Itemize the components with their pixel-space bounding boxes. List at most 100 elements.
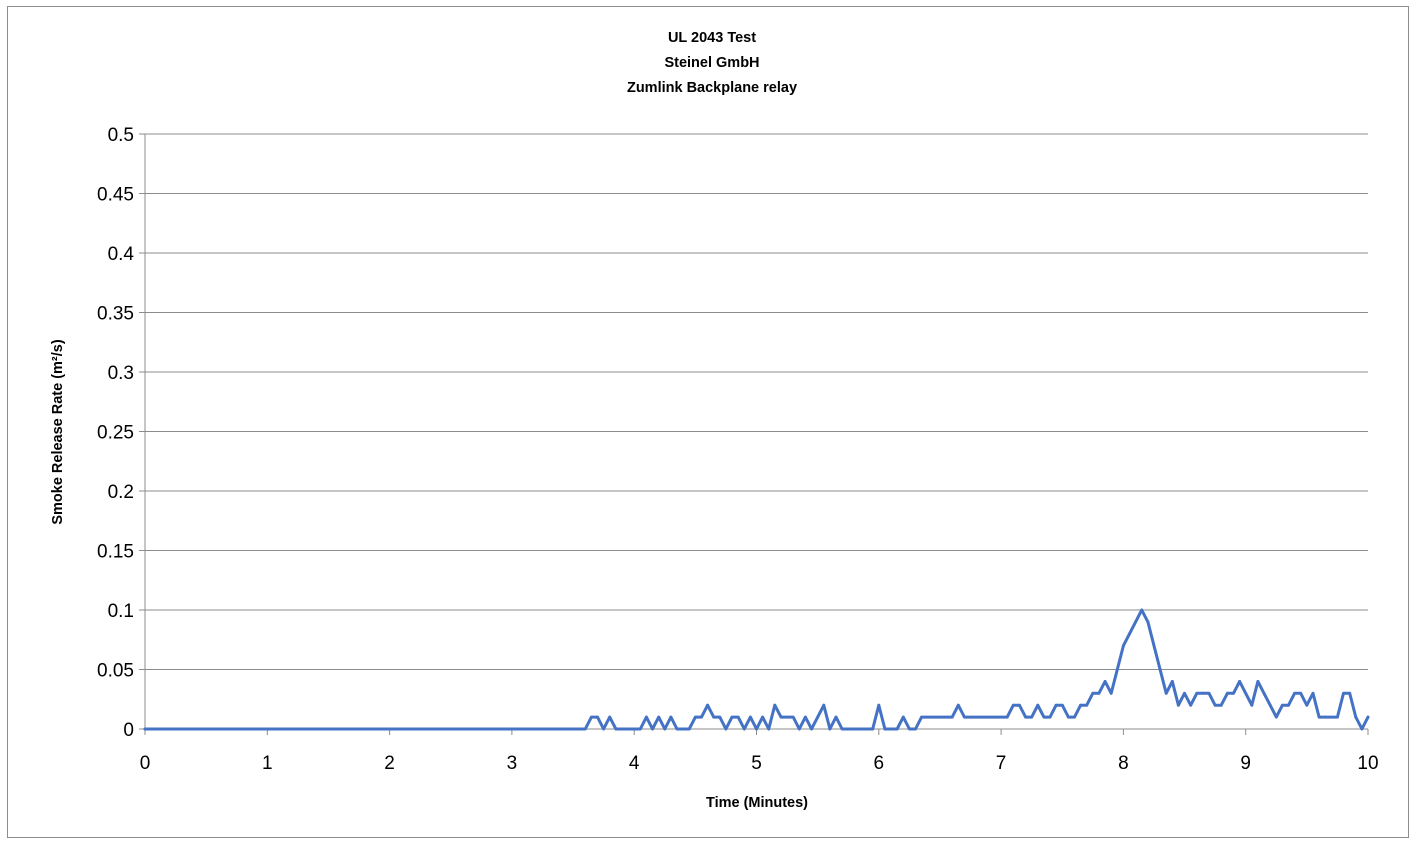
data-point: [638, 727, 642, 731]
data-point: [1073, 715, 1076, 719]
data-point: [1036, 703, 1040, 707]
x-tick-label: 6: [874, 753, 885, 774]
data-point: [693, 715, 697, 719]
data-point: [700, 715, 703, 719]
data-point: [779, 715, 783, 719]
data-point: [1342, 691, 1345, 695]
data-point: [871, 727, 875, 731]
data-point: [1115, 668, 1119, 671]
x-tick-label: 10: [1357, 753, 1378, 774]
x-tick-label: 3: [507, 753, 518, 774]
data-point: [602, 727, 606, 731]
data-point: [1048, 715, 1052, 719]
data-point: [804, 715, 807, 719]
x-tick-label: 9: [1240, 753, 1251, 774]
data-point: [1323, 715, 1327, 719]
axes: [139, 133, 1369, 735]
data-point: [1005, 715, 1009, 719]
data-point: [834, 715, 838, 719]
data-point: [1244, 691, 1248, 695]
x-tick-label: 8: [1118, 753, 1129, 774]
data-point: [1109, 691, 1113, 695]
data-point: [1042, 715, 1046, 719]
data-point: [608, 715, 612, 719]
data-point: [1066, 715, 1070, 719]
data-point: [1287, 703, 1290, 707]
data-point: [1170, 680, 1174, 683]
y-tick-label: 0.4: [108, 244, 135, 265]
data-point: [950, 715, 954, 719]
data-point: [761, 715, 765, 719]
data-point: [748, 715, 752, 719]
chart-title-line-1: UL 2043 Test: [668, 30, 756, 46]
x-tick-label: 4: [629, 753, 640, 774]
x-tick-labels: 0 1 2 3 4 5 6 7 8 9 10: [140, 753, 1379, 774]
data-point: [828, 727, 832, 731]
data-point: [1280, 703, 1284, 707]
data-point: [1122, 644, 1125, 648]
chart-title-line-3: Zumlink Backplane relay: [627, 80, 797, 96]
y-tick-label: 0.3: [108, 363, 134, 384]
data-point: [1177, 703, 1180, 707]
data-point: [767, 727, 771, 731]
data-point: [1103, 680, 1107, 683]
data-point: [1219, 703, 1223, 707]
data-point: [663, 727, 667, 731]
data-point: [657, 715, 661, 719]
x-axis-label: Time (Minutes): [706, 795, 808, 811]
data-point: [1079, 703, 1082, 707]
data-point: [1207, 691, 1211, 695]
data-point: [797, 727, 801, 731]
data-point: [1238, 680, 1241, 683]
data-point: [706, 703, 709, 707]
data-point: [1018, 703, 1021, 707]
data-point: [1060, 703, 1064, 707]
data-point: [1299, 691, 1303, 695]
data-point: [614, 727, 618, 731]
data-point: [1158, 668, 1162, 671]
data-point: [1164, 691, 1168, 695]
data-point: [755, 727, 758, 731]
x-tick-label: 1: [262, 753, 273, 774]
data-point: [724, 727, 728, 731]
chart-title-line-2: Steinel GmbH: [664, 55, 759, 71]
x-tick-label: 2: [384, 753, 395, 774]
data-point: [852, 727, 856, 731]
data-point: [1317, 715, 1321, 719]
data-point: [1360, 727, 1364, 731]
x-tick-label: 0: [140, 753, 151, 774]
data-point: [712, 715, 716, 719]
data-point: [1140, 608, 1144, 612]
y-tick-label: 0.15: [97, 542, 134, 563]
data-point: [1091, 691, 1095, 695]
data-point: [816, 715, 820, 719]
x-tick-label: 5: [751, 753, 762, 774]
x-tick-label: 7: [996, 753, 1007, 774]
y-tick-label: 0.35: [97, 304, 134, 325]
data-point: [1128, 632, 1131, 636]
data-point: [1054, 703, 1058, 707]
y-tick-label: 0.2: [108, 482, 134, 503]
data-point: [589, 715, 593, 719]
data-point: [1262, 691, 1266, 695]
data-point: [143, 727, 147, 731]
data-point: [718, 715, 722, 719]
data-point: [1201, 691, 1205, 695]
data-point: [1293, 691, 1297, 695]
data-point: [1336, 715, 1339, 719]
data-point: [1274, 715, 1278, 719]
data-point: [1195, 691, 1199, 695]
data-point: [675, 727, 679, 731]
data-point: [1232, 691, 1235, 695]
data-point: [1354, 715, 1358, 719]
data-point: [645, 715, 648, 719]
data-point: [1250, 703, 1254, 707]
gridlines: [145, 133, 1368, 670]
data-point: [1134, 620, 1138, 624]
data-point: [901, 715, 905, 719]
y-tick-label: 0.5: [108, 125, 134, 146]
data-point: [920, 715, 924, 719]
data-point: [1152, 644, 1156, 648]
data-point: [956, 703, 960, 707]
